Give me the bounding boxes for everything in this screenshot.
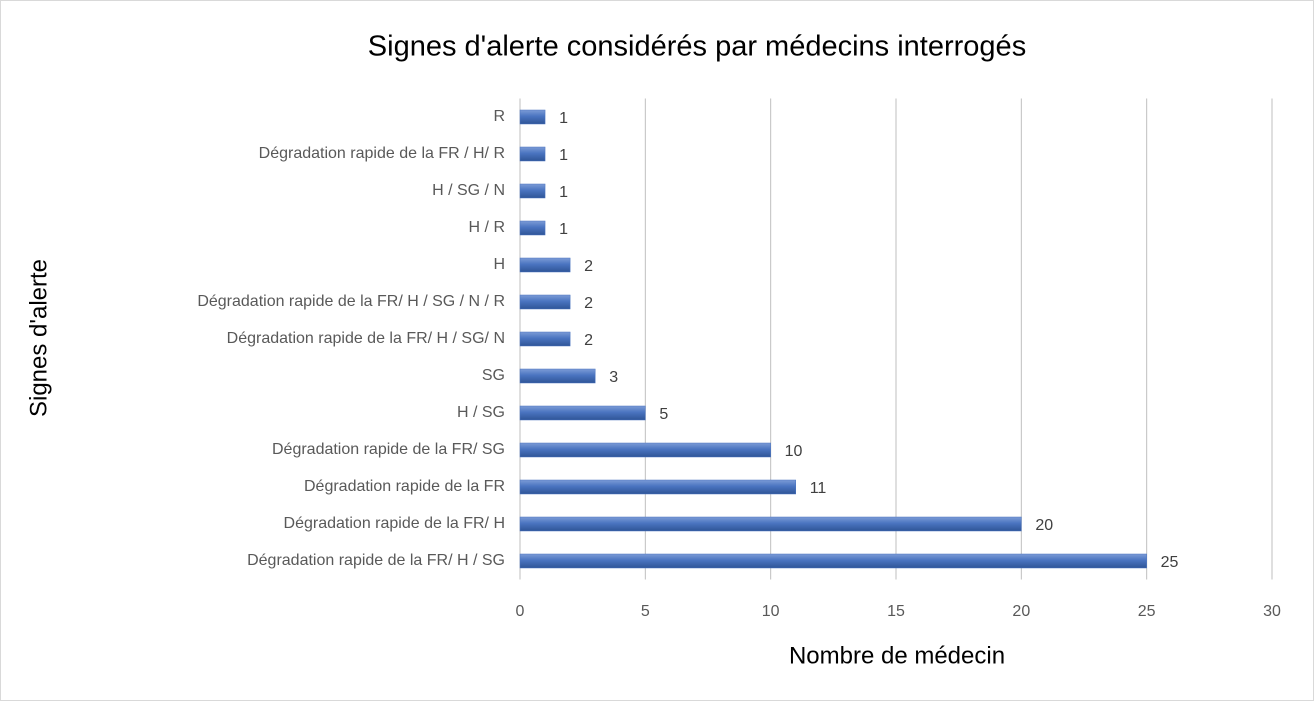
data-label: 25 xyxy=(1161,554,1179,571)
bar xyxy=(519,146,546,162)
data-label: 2 xyxy=(584,258,593,275)
x-tick-label: 25 xyxy=(1138,603,1156,620)
y-tick-label: R xyxy=(493,108,505,125)
bar xyxy=(519,479,796,495)
bar xyxy=(519,331,571,347)
bar xyxy=(519,368,596,384)
data-label: 20 xyxy=(1035,517,1053,534)
x-tick-label: 20 xyxy=(1012,603,1030,620)
y-tick-label: Dégradation rapide de la FR / H/ R xyxy=(259,145,505,162)
y-tick-label: H / SG / N xyxy=(432,182,505,199)
bar xyxy=(519,109,546,125)
data-label: 10 xyxy=(785,443,803,460)
data-label: 5 xyxy=(659,406,668,423)
bar xyxy=(519,183,546,199)
x-tick-label: 5 xyxy=(641,603,650,620)
y-tick-label: H / SG xyxy=(457,404,505,421)
bar xyxy=(519,442,771,458)
y-tick-label: Dégradation rapide de la FR/ H / SG / N … xyxy=(197,293,505,310)
y-tick-label: Dégradation rapide de la FR/ H / SG/ N xyxy=(227,330,505,347)
data-label: 3 xyxy=(609,369,618,386)
data-label: 1 xyxy=(559,184,568,201)
bar xyxy=(519,220,546,236)
data-label: 11 xyxy=(810,480,827,497)
y-tick-label: Dégradation rapide de la FR xyxy=(304,478,505,495)
y-tick-label: Dégradation rapide de la FR/ H xyxy=(284,515,505,532)
y-tick-label: H xyxy=(493,256,505,273)
x-tick-label: 0 xyxy=(516,603,525,620)
bar xyxy=(519,553,1147,569)
x-axis-label: Nombre de médecin xyxy=(789,642,1005,669)
y-tick-label: H / R xyxy=(469,219,505,236)
y-tick-label: Dégradation rapide de la FR/ SG xyxy=(272,441,505,458)
data-label: 1 xyxy=(559,221,568,238)
y-tick-label: SG xyxy=(482,367,505,384)
data-label: 1 xyxy=(559,147,568,164)
y-axis-label: Signes d'alerte xyxy=(25,259,52,417)
bar xyxy=(519,516,1022,532)
x-tick-label: 15 xyxy=(887,603,905,620)
chart-title: Signes d'alerte considérés par médecins … xyxy=(368,31,1026,63)
data-label: 2 xyxy=(584,295,593,312)
data-label: 1 xyxy=(559,110,568,127)
data-label: 2 xyxy=(584,332,593,349)
bar xyxy=(519,405,646,421)
bar xyxy=(519,257,571,273)
x-tick-label: 30 xyxy=(1263,603,1281,620)
y-tick-label: Dégradation rapide de la FR/ H / SG xyxy=(247,552,505,569)
x-tick-label: 10 xyxy=(762,603,780,620)
bar xyxy=(519,294,571,310)
